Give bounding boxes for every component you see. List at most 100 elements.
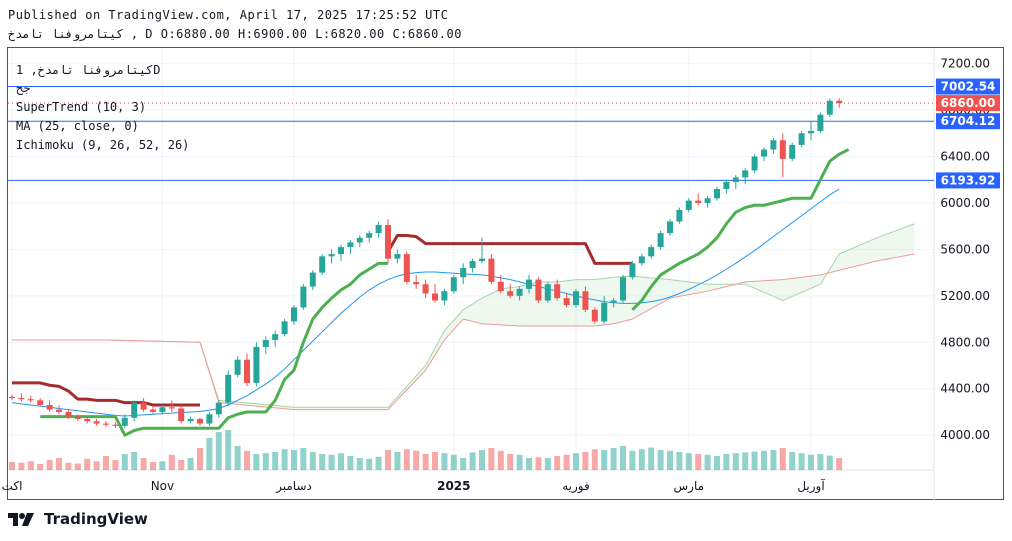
volume-bar	[93, 461, 100, 470]
candle-body	[422, 284, 429, 294]
x-tick-label: دسامبر	[275, 479, 312, 494]
volume-bar	[9, 462, 15, 470]
candle-body	[450, 277, 457, 292]
footer-brand[interactable]: TradingView	[8, 510, 148, 528]
candle	[657, 230, 664, 250]
candle-body	[648, 247, 655, 257]
candle	[215, 400, 222, 418]
candle-body	[272, 334, 279, 340]
volume-bar	[385, 450, 391, 470]
candle-body	[150, 409, 156, 412]
level-label-bg	[936, 172, 1000, 189]
y-tick-label: 6400.00	[940, 150, 990, 164]
volume-bar	[789, 452, 796, 470]
chart-frame	[7, 47, 1004, 500]
volume-bar	[366, 458, 373, 470]
candle-body	[291, 307, 297, 322]
candle-body	[601, 302, 608, 322]
candle-body	[826, 100, 833, 115]
volume-bar	[450, 454, 457, 470]
x-tick-label: آوريل	[797, 478, 825, 494]
volume-bar	[206, 438, 213, 470]
candle-body	[544, 284, 551, 301]
candle	[826, 98, 833, 118]
candle	[366, 230, 373, 243]
legend-ichimoku[interactable]: Ichimoku (9, 26, 52, 26)	[16, 138, 190, 152]
candle	[695, 193, 702, 206]
legend-ma[interactable]: MA (25, close, 0)	[16, 119, 139, 133]
candle-body	[526, 279, 532, 289]
volume-bar	[413, 450, 420, 470]
x-tick-label: مارس	[674, 479, 705, 494]
candle-body	[215, 402, 222, 415]
candle-body	[375, 225, 382, 234]
ohlc-line: كيتامروفنا تامدخ , D O:6880.00 H:6900.00…	[8, 27, 462, 41]
candle-body	[206, 414, 213, 424]
volume-bar	[272, 452, 279, 470]
candle	[84, 416, 91, 424]
candle-body	[507, 291, 514, 296]
volume-bar	[469, 452, 476, 470]
volume-bar	[328, 454, 335, 470]
volume-bar	[723, 454, 730, 470]
candle	[591, 307, 598, 324]
volume-bar	[648, 447, 655, 470]
candle	[300, 284, 307, 310]
candle	[291, 305, 297, 325]
candle-body	[65, 411, 72, 417]
candle	[808, 121, 814, 141]
x-tick-label: فوريه	[562, 479, 590, 494]
candle-body	[328, 254, 335, 257]
candle	[507, 284, 514, 299]
price-levels	[8, 86, 934, 181]
volume-bar	[37, 464, 44, 470]
volume-bar	[300, 448, 307, 470]
legend-symbol[interactable]: كيتامروفنا تامدخ, 1D	[16, 63, 161, 77]
candle	[469, 258, 476, 273]
candle	[723, 179, 730, 194]
last-price-label: 6860.00	[941, 96, 996, 110]
volume-bar	[422, 454, 429, 470]
candle-body	[798, 133, 805, 145]
candle-body	[808, 130, 814, 134]
volume-bar	[497, 450, 504, 470]
candle-body	[262, 339, 269, 347]
volume-bar	[356, 458, 363, 470]
candle	[197, 417, 203, 426]
legend-supertrend[interactable]: SuperTrend (10, 3)	[16, 100, 147, 114]
volume-bar	[347, 456, 354, 470]
candle-body	[732, 177, 739, 183]
volume-bar	[591, 449, 598, 470]
level-label-bg	[936, 113, 1000, 130]
candle-body	[103, 423, 109, 425]
candle	[272, 330, 279, 347]
candle	[159, 404, 166, 415]
supertrend	[12, 148, 850, 437]
candle-body	[37, 400, 44, 405]
volume-bar	[168, 454, 175, 470]
candle-body	[723, 182, 730, 190]
volume-bar	[432, 452, 438, 470]
volume-bar	[112, 460, 119, 470]
volume-bar	[676, 452, 683, 470]
volume-bar	[836, 458, 843, 470]
candle	[460, 263, 467, 285]
candle	[131, 400, 138, 422]
volume-bar	[610, 448, 617, 470]
kumo-fill	[12, 223, 915, 410]
price-axis: 7200.006800.006400.006000.005600.005200.…	[936, 57, 1000, 442]
candle-body	[385, 225, 391, 259]
candle	[714, 186, 720, 201]
level-label: 6704.12	[941, 114, 996, 128]
volume-bar	[338, 453, 344, 470]
candle-body	[563, 298, 570, 306]
candle	[150, 406, 156, 415]
candle-body	[159, 407, 166, 412]
volume-bar	[103, 456, 109, 470]
candle-body	[770, 140, 777, 150]
volume-bar	[704, 454, 711, 470]
candle-body	[497, 281, 504, 292]
volume-bar	[121, 454, 128, 470]
candle	[544, 281, 551, 303]
